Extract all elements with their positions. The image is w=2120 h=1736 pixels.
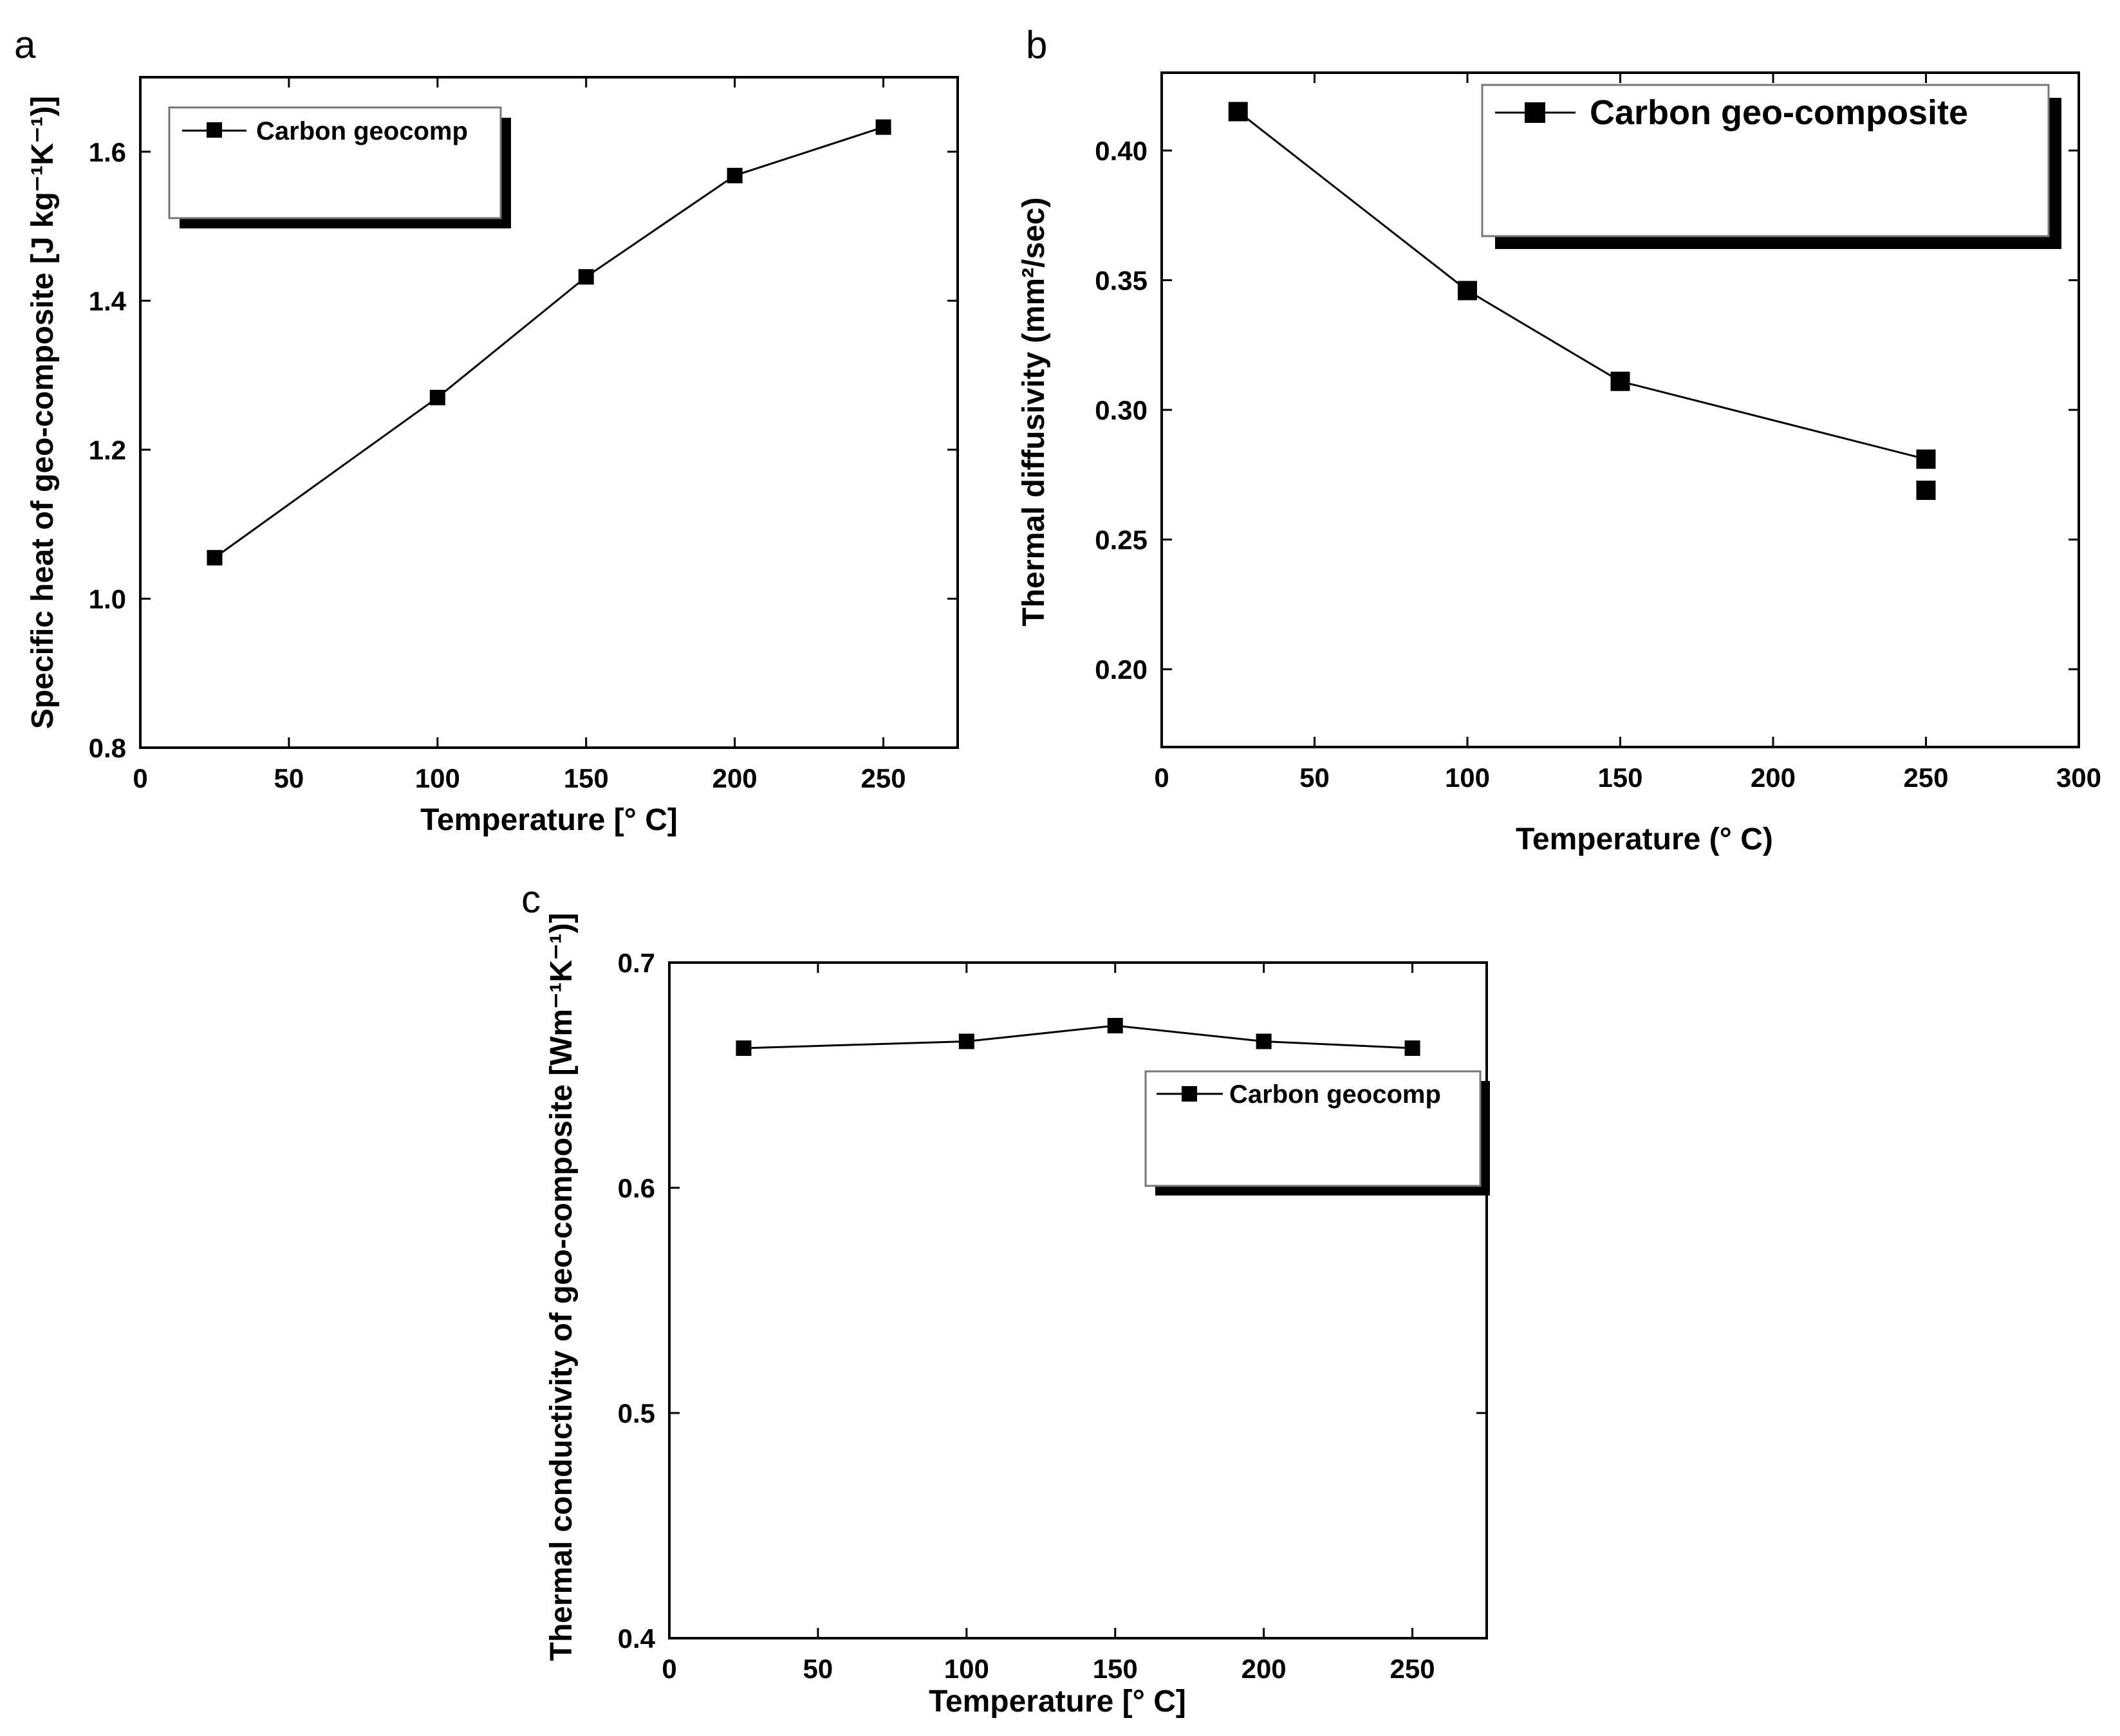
y-tick-label: 1.0 xyxy=(89,584,126,614)
panel-b-legend-label: Carbon geo-composite xyxy=(1590,93,1968,132)
x-tick-label: 250 xyxy=(1903,762,1948,793)
panel-b-y-label: Thermal diffusivity (mm²/sec) xyxy=(1017,198,1051,627)
x-tick-label: 150 xyxy=(1093,1654,1138,1684)
data-point xyxy=(727,167,743,183)
panel-a-legend-box xyxy=(168,106,502,219)
panel-c-markers xyxy=(736,1018,1420,1056)
panel-c-legend: Carbon geocomp xyxy=(1144,1070,1490,1196)
x-tick-label: 0 xyxy=(133,763,147,793)
y-tick-label: 0.40 xyxy=(1095,136,1148,166)
panel-a-legend: Carbon geocomp xyxy=(168,106,511,228)
x-tick-label: 50 xyxy=(803,1654,833,1684)
panel-b-legend-marker xyxy=(1525,102,1545,123)
data-point xyxy=(1916,480,1936,500)
x-tick-label: 100 xyxy=(944,1654,989,1684)
x-tick-label: 250 xyxy=(1390,1654,1435,1684)
panel-a-y-label: Specific heat of geo-composite [J kg⁻¹K⁻… xyxy=(26,96,60,729)
x-tick-label: 50 xyxy=(1299,762,1330,793)
panel-b-x-ticks: 0 50 100 150 200 250 300 xyxy=(1154,73,2101,793)
data-point xyxy=(875,119,891,135)
panel-c-y-ticks: 0.4 0.5 0.6 0.7 xyxy=(618,948,1487,1654)
x-tick-label: 200 xyxy=(712,763,758,793)
x-tick-label: 100 xyxy=(1445,762,1490,793)
panel-a-letter: a xyxy=(14,23,36,66)
y-tick-label: 0.7 xyxy=(618,948,655,978)
data-point xyxy=(1916,449,1936,469)
data-point xyxy=(1458,281,1477,300)
panel-c-legend-marker xyxy=(1182,1086,1197,1102)
panel-c-series-line xyxy=(743,1024,1413,1049)
y-tick-label: 1.2 xyxy=(89,435,126,465)
panel-c-plot-frame xyxy=(668,961,1488,1639)
panel-b-letter: b xyxy=(1026,23,1047,66)
panel-c-y-label: Thermal conductivity of geo-composite [W… xyxy=(544,913,579,1661)
data-point xyxy=(958,1033,974,1049)
panel-c-legend-label: Carbon geocomp xyxy=(1229,1080,1441,1109)
y-tick-label: 0.4 xyxy=(618,1623,656,1654)
panel-c-legend-box xyxy=(1144,1070,1482,1187)
panel-b-x-label: Temperature (° C) xyxy=(1516,822,1773,856)
x-tick-label: 0 xyxy=(1154,762,1169,793)
panel-c-x-label: Temperature [° C] xyxy=(929,1685,1186,1719)
data-point xyxy=(1228,102,1248,122)
panel-a-x-ticks: 0 50 100 150 200 250 xyxy=(133,77,906,793)
panel-a: a 0 50 100 150 200 250 0.8 1.0 1.2 1.4 1.6 Temper… xyxy=(14,23,959,837)
y-tick-label: 0.25 xyxy=(1095,525,1148,555)
data-point xyxy=(1610,371,1630,391)
x-tick-label: 150 xyxy=(564,763,609,793)
y-tick-label: 0.8 xyxy=(89,733,126,763)
y-tick-label: 0.6 xyxy=(618,1173,655,1203)
x-tick-label: 50 xyxy=(274,763,304,793)
x-tick-label: 250 xyxy=(861,763,906,793)
x-tick-label: 300 xyxy=(2056,762,2101,793)
y-tick-label: 0.30 xyxy=(1095,395,1148,425)
y-tick-label: 0.5 xyxy=(618,1398,655,1428)
panel-a-legend-marker xyxy=(207,122,222,138)
panel-a-x-label: Temperature [° C] xyxy=(420,803,678,837)
panel-c-x-ticks: 0 50 100 150 200 250 xyxy=(662,963,1435,1684)
data-point xyxy=(1256,1033,1272,1049)
data-point xyxy=(207,549,223,566)
data-point xyxy=(736,1040,752,1056)
panel-b-y-ticks: 0.20 0.25 0.30 0.35 0.40 xyxy=(1095,136,2079,685)
panel-a-markers xyxy=(207,119,891,566)
x-tick-label: 100 xyxy=(415,763,460,793)
x-tick-label: 200 xyxy=(1241,1654,1287,1684)
y-tick-label: 1.4 xyxy=(89,286,127,316)
panel-b-legend-box xyxy=(1481,84,2050,237)
panel-c-letter: c xyxy=(521,878,541,921)
panel-a-y-ticks: 0.8 1.0 1.2 1.4 1.6 xyxy=(89,137,958,763)
panel-a-legend-label: Carbon geocomp xyxy=(256,117,468,145)
panel-c: c 0 50 100 150 200 250 0.4 0.5 0.6 0.7 Temperatu… xyxy=(521,878,1490,1719)
data-point xyxy=(1107,1018,1123,1033)
panel-b-series-line xyxy=(1237,111,1926,461)
data-point xyxy=(578,269,594,285)
x-tick-label: 150 xyxy=(1597,762,1642,793)
panel-a-plot-frame xyxy=(139,76,959,749)
y-tick-label: 0.20 xyxy=(1095,654,1148,685)
y-tick-label: 0.35 xyxy=(1095,265,1148,295)
panel-b-legend: Carbon geo-composite xyxy=(1481,84,2061,249)
x-tick-label: 200 xyxy=(1751,762,1796,793)
x-tick-label: 0 xyxy=(662,1654,676,1684)
panel-b: b 0 50 100 150 200 250 300 0.20 0.25 0.30 0.35 0.4… xyxy=(1017,23,2101,856)
panel-b-markers xyxy=(1228,102,1936,500)
data-point xyxy=(1404,1040,1420,1056)
data-point xyxy=(429,389,445,405)
y-tick-label: 1.6 xyxy=(89,137,126,167)
